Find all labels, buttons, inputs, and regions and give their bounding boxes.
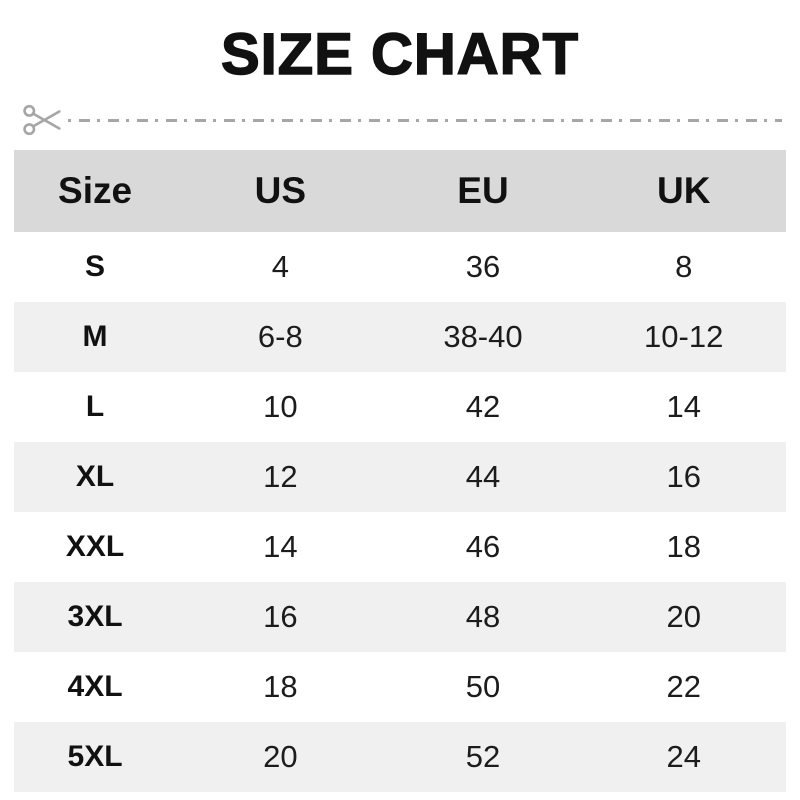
table-row: S 4 36 8 xyxy=(14,232,786,302)
eu-value-cell: 36 xyxy=(465,249,501,284)
us-value-cell: 6-8 xyxy=(257,319,303,354)
size-chart-page: SIZE CHART Size US EU UK S 4 36 8 M xyxy=(0,22,800,792)
column-header-eu: EU xyxy=(384,150,582,232)
us-value-cell: 16 xyxy=(263,599,298,634)
us-value-cell: 12 xyxy=(263,459,298,494)
eu-value-cell: 44 xyxy=(465,459,501,494)
table-row: 3XL 16 48 20 xyxy=(14,582,786,652)
uk-value-cell: 22 xyxy=(666,669,701,704)
uk-value-cell: 10-12 xyxy=(644,319,724,354)
column-header-us: US xyxy=(176,150,385,232)
cut-line xyxy=(22,102,782,138)
size-label-cell: 4XL xyxy=(67,670,123,703)
scissors-icon xyxy=(23,104,61,136)
uk-value-cell: 20 xyxy=(666,599,701,634)
table-row: XL 12 44 16 xyxy=(14,442,786,512)
size-label-cell: M xyxy=(82,320,108,353)
column-header-size: Size xyxy=(14,150,177,232)
size-label-cell: L xyxy=(85,390,105,423)
table-header-row: Size US EU UK xyxy=(14,150,786,232)
column-header-uk: UK xyxy=(581,150,786,232)
dashed-cut-line xyxy=(68,118,782,122)
uk-value-cell: 8 xyxy=(675,249,693,284)
us-value-cell: 14 xyxy=(263,529,298,564)
table-row: L 10 42 14 xyxy=(14,372,786,442)
table-row: 5XL 20 52 24 xyxy=(14,722,786,792)
eu-value-cell: 38-40 xyxy=(443,319,523,354)
eu-value-cell: 46 xyxy=(465,529,501,564)
page-title: SIZE CHART xyxy=(220,22,579,87)
eu-value-cell: 42 xyxy=(465,389,501,424)
size-label-cell: S xyxy=(85,250,106,283)
uk-value-cell: 14 xyxy=(666,389,701,424)
uk-value-cell: 16 xyxy=(666,459,701,494)
size-label-cell: 3XL xyxy=(67,600,123,633)
table-row: M 6-8 38-40 10-12 xyxy=(14,302,786,372)
size-label-cell: XL xyxy=(75,460,115,493)
eu-value-cell: 50 xyxy=(465,669,501,704)
table-row: 4XL 18 50 22 xyxy=(14,652,786,722)
us-value-cell: 18 xyxy=(263,669,298,704)
uk-value-cell: 24 xyxy=(666,739,701,774)
eu-value-cell: 48 xyxy=(465,599,501,634)
us-value-cell: 20 xyxy=(263,739,298,774)
size-table: Size US EU UK S 4 36 8 M 6-8 38-40 10-12… xyxy=(14,150,786,792)
uk-value-cell: 18 xyxy=(666,529,701,564)
us-value-cell: 10 xyxy=(263,389,298,424)
size-label-cell: 5XL xyxy=(67,740,123,773)
us-value-cell: 4 xyxy=(271,249,289,284)
size-label-cell: XXL xyxy=(65,530,125,563)
table-row: XXL 14 46 18 xyxy=(14,512,786,582)
eu-value-cell: 52 xyxy=(465,739,501,774)
